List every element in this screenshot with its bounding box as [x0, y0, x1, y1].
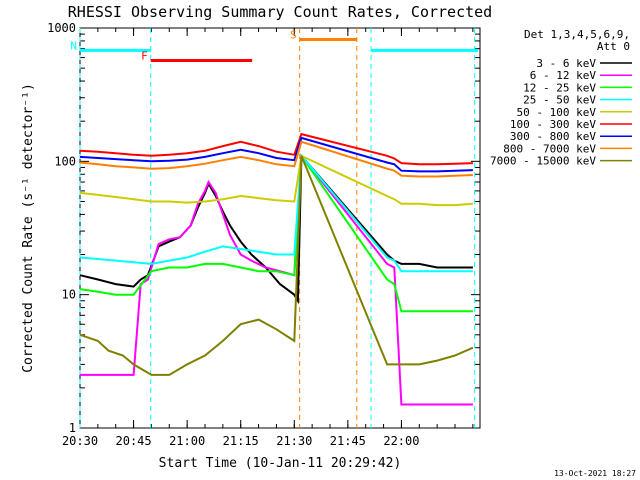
legend-header-line-2: Att 0	[597, 40, 630, 53]
x-tick-label: 21:00	[169, 434, 205, 448]
x-axis-label: Start Time (10-Jan-11 20:29:42)	[159, 456, 402, 471]
legend-label: 3 - 6 keV	[536, 57, 596, 70]
series-line	[79, 153, 473, 305]
mode-annotations: N F S	[70, 28, 478, 63]
x-tick-label: 21:30	[276, 434, 312, 448]
x-axis: 20:30 20:45 21:00 21:15 21:30 21:45 22:00	[62, 28, 474, 448]
x-tick-label: 20:45	[116, 434, 152, 448]
legend-label: 50 - 100 keV	[517, 106, 597, 119]
chart-title: RHESSI Observing Summary Count Rates, Co…	[68, 3, 492, 21]
legend-label: 100 - 300 keV	[510, 118, 596, 131]
x-tick-label: 22:00	[383, 434, 419, 448]
y-axis: 1 10 100 1000	[47, 21, 480, 435]
annotation-label: F	[141, 50, 148, 63]
legend-label: 25 - 50 keV	[523, 94, 596, 107]
legend-label: 800 - 7000 keV	[503, 142, 596, 155]
x-tick-label: 20:30	[62, 434, 98, 448]
series-line	[79, 132, 473, 166]
series-line	[79, 155, 474, 376]
annotation-label: N	[70, 39, 77, 52]
series-line	[79, 136, 473, 173]
x-tick-label: 21:45	[330, 434, 366, 448]
series-line	[79, 152, 473, 313]
attenuator-markers	[79, 28, 476, 428]
x-tick-label: 21:15	[223, 434, 259, 448]
legend-label: 7000 - 15000 keV	[490, 155, 596, 168]
footer-timestamp: 13-Oct-2021 18:27	[554, 469, 636, 478]
y-tick-label: 1000	[47, 21, 76, 35]
y-axis-label: Corrected Count Rate (s⁻¹ detector⁻¹)	[21, 83, 36, 373]
series-line	[79, 153, 473, 273]
series-lines	[79, 132, 474, 406]
annotation-label: S	[290, 28, 297, 41]
legend-label: 12 - 25 keV	[523, 81, 596, 94]
y-tick-label: 100	[54, 154, 76, 168]
legend-label: 6 - 12 keV	[530, 69, 597, 82]
series-line	[79, 154, 473, 207]
y-tick-label: 1	[69, 421, 76, 435]
legend-label: 300 - 800 keV	[510, 130, 596, 143]
plot-area: 1 10 100 1000 20:30 20:45 21:00 21:15 21:30 21:4…	[47, 21, 481, 448]
series-line	[79, 140, 473, 178]
legend-header-line-1: Det 1,3,4,5,6,9,	[524, 28, 630, 41]
y-tick-label: 10	[62, 288, 76, 302]
